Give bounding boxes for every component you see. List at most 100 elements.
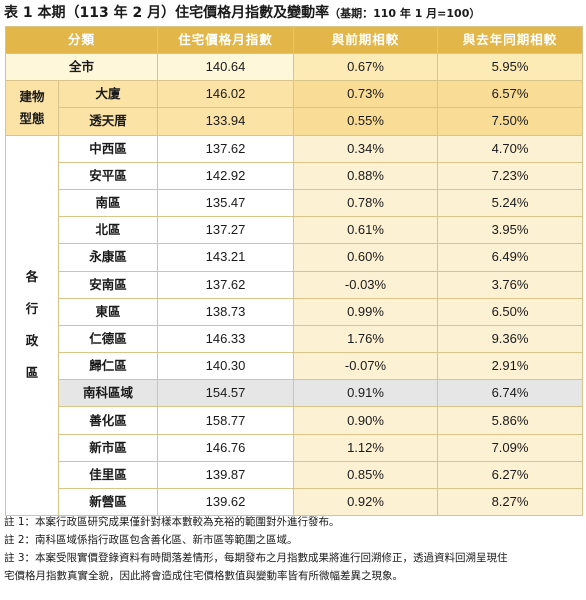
row-label: 大廈 [57,80,159,109]
title-base-period: （基期：110 年 1 月=100） [329,7,481,20]
table-title: 表 1 本期（113 年 2 月）住宅價格月指數及變動率（基期：110 年 1 … [4,2,584,24]
cell-mom: -0.03% [293,270,439,299]
row-label: 新市區 [57,433,159,462]
cell-yoy: 6.50% [437,297,584,326]
cell-index: 158.77 [157,406,295,435]
cell-mom: 1.76% [293,324,439,354]
row-label: 南區 [57,188,159,218]
header-mom: 與前期相較 [293,26,439,54]
row-label: 仁德區 [57,324,159,354]
cell-mom: 0.55% [293,107,439,136]
cell-yoy: 6.74% [437,379,584,408]
table-row-all-city: 全市 140.64 0.67% 5.95% [4,52,584,82]
price-index-table: 分類 住宅價格月指數 與前期相較 與去年同期相較 全市 140.64 0.67%… [4,26,584,517]
cell-yoy: 5.95% [437,52,584,82]
cell-mom: 0.67% [293,52,439,82]
row-label: 歸仁區 [57,352,159,381]
cell-index: 137.62 [157,134,295,163]
footnote-3-cont: 宅價格月指數真實全貌，因此將會造成住宅價格數值與變動率皆有所微幅差異之現象。 [4,570,403,582]
cell-index: 143.21 [157,243,295,272]
cell-index: 139.87 [157,460,295,490]
row-label: 安南區 [57,270,159,299]
cell-index: 139.62 [157,487,295,517]
cell-mom: -0.07% [293,352,439,381]
table-row: 各 行 政 區 中西區 137.62 0.34% 4.70% [5,134,584,517]
cell-index: 138.73 [157,297,295,326]
cell-index: 146.02 [157,80,295,109]
cell-yoy: 7.50% [437,107,584,136]
table-row: 善化區 158.77 0.90% 5.86% [6,406,584,435]
cell-mom: 0.92% [293,487,439,517]
table-row-highlighted: 南科區域 154.57 0.91% 6.74% [6,379,584,408]
header-row: 分類 住宅價格月指數 與前期相較 與去年同期相較 [4,26,584,54]
group-label-district: 各 行 政 區 [5,134,59,517]
cell-yoy: 6.49% [437,243,584,272]
cell-index: 137.27 [157,216,295,245]
row-label: 安平區 [57,161,159,190]
footnote-3: 註 3：本案受限實價登錄資料有時間落差情形，每期發布之月指數成果將進行回溯修正，… [4,552,508,564]
cell-mom: 0.61% [293,216,439,245]
table-row: 新營區 139.62 0.92% 8.27% [6,487,584,517]
group-label-building-type: 建物 型態 [5,80,59,136]
cell-mom: 0.85% [293,460,439,490]
table-row: 安平區 142.92 0.88% 7.23% [6,161,584,190]
cell-index: 137.62 [157,270,295,299]
cell-mom: 0.91% [293,379,439,408]
cell-index: 154.57 [157,379,295,408]
table-row: 仁德區 146.33 1.76% 9.36% [6,324,584,354]
cell-index: 146.33 [157,324,295,354]
cell-yoy: 5.86% [437,406,584,435]
cell-yoy: 4.70% [437,134,584,163]
cell-yoy: 7.09% [437,433,584,462]
row-label: 善化區 [57,406,159,435]
row-label: 永康區 [57,243,159,272]
row-label: 全市 [4,52,159,82]
cell-mom: 0.78% [293,188,439,218]
group-label-text: 各 行 政 區 [25,269,39,381]
table-row: 安南區 137.62 -0.03% 3.76% [6,270,584,299]
cell-index: 135.47 [157,188,295,218]
cell-yoy: 5.24% [437,188,584,218]
cell-mom: 1.12% [293,433,439,462]
row-label: 北區 [57,216,159,245]
row-label: 佳里區 [57,460,159,490]
table-row: 北區 137.27 0.61% 3.95% [6,216,584,245]
header-index: 住宅價格月指數 [157,26,295,54]
footnote-1: 註 1：本案行政區研究成果僅針對樣本數較為充裕的範圍對外進行發布。 [4,516,340,528]
row-label: 東區 [57,297,159,326]
table-row: 歸仁區 140.30 -0.07% 2.91% [6,352,584,381]
cell-mom: 0.99% [293,297,439,326]
cell-index: 133.94 [157,107,295,136]
table-row: 佳里區 139.87 0.85% 6.27% [6,460,584,490]
cell-yoy: 7.23% [437,161,584,190]
cell-yoy: 9.36% [437,324,584,354]
group-label-text: 建物 型態 [19,88,45,126]
table-row: 永康區 143.21 0.60% 6.49% [6,243,584,272]
cell-index: 140.30 [157,352,295,381]
cell-index: 142.92 [157,161,295,190]
title-main: 表 1 本期（113 年 2 月）住宅價格月指數及變動率 [4,5,330,21]
row-label: 中西區 [57,134,159,163]
row-label: 透天厝 [57,107,159,136]
table-row: 東區 138.73 0.99% 6.50% [6,297,584,326]
cell-yoy: 8.27% [437,487,584,517]
cell-yoy: 6.57% [437,80,584,109]
cell-mom: 0.88% [293,161,439,190]
cell-yoy: 6.27% [437,460,584,490]
cell-yoy: 3.95% [437,216,584,245]
header-yoy: 與去年同期相較 [437,26,584,54]
cell-yoy: 2.91% [437,352,584,381]
table-row: 新市區 146.76 1.12% 7.09% [6,433,584,462]
row-label: 南科區域 [57,379,159,408]
table-row: 南區 135.47 0.78% 5.24% [6,188,584,218]
cell-index: 140.64 [157,52,295,82]
table-row: 透天厝 133.94 0.55% 7.50% [6,107,584,136]
row-label: 新營區 [57,487,159,517]
cell-index: 146.76 [157,433,295,462]
cell-mom: 0.34% [293,134,439,163]
footnote-2: 註 2：南科區域係指行政區包含善化區、新市區等範圍之區域。 [4,534,298,546]
header-category: 分類 [4,26,159,54]
cell-mom: 0.60% [293,243,439,272]
table-row: 建物 型態 大廈 146.02 0.73% 6.57% [5,80,584,136]
footnotes: 註 1：本案行政區研究成果僅針對樣本數較為充裕的範圍對外進行發布。 註 2：南科… [4,513,582,585]
